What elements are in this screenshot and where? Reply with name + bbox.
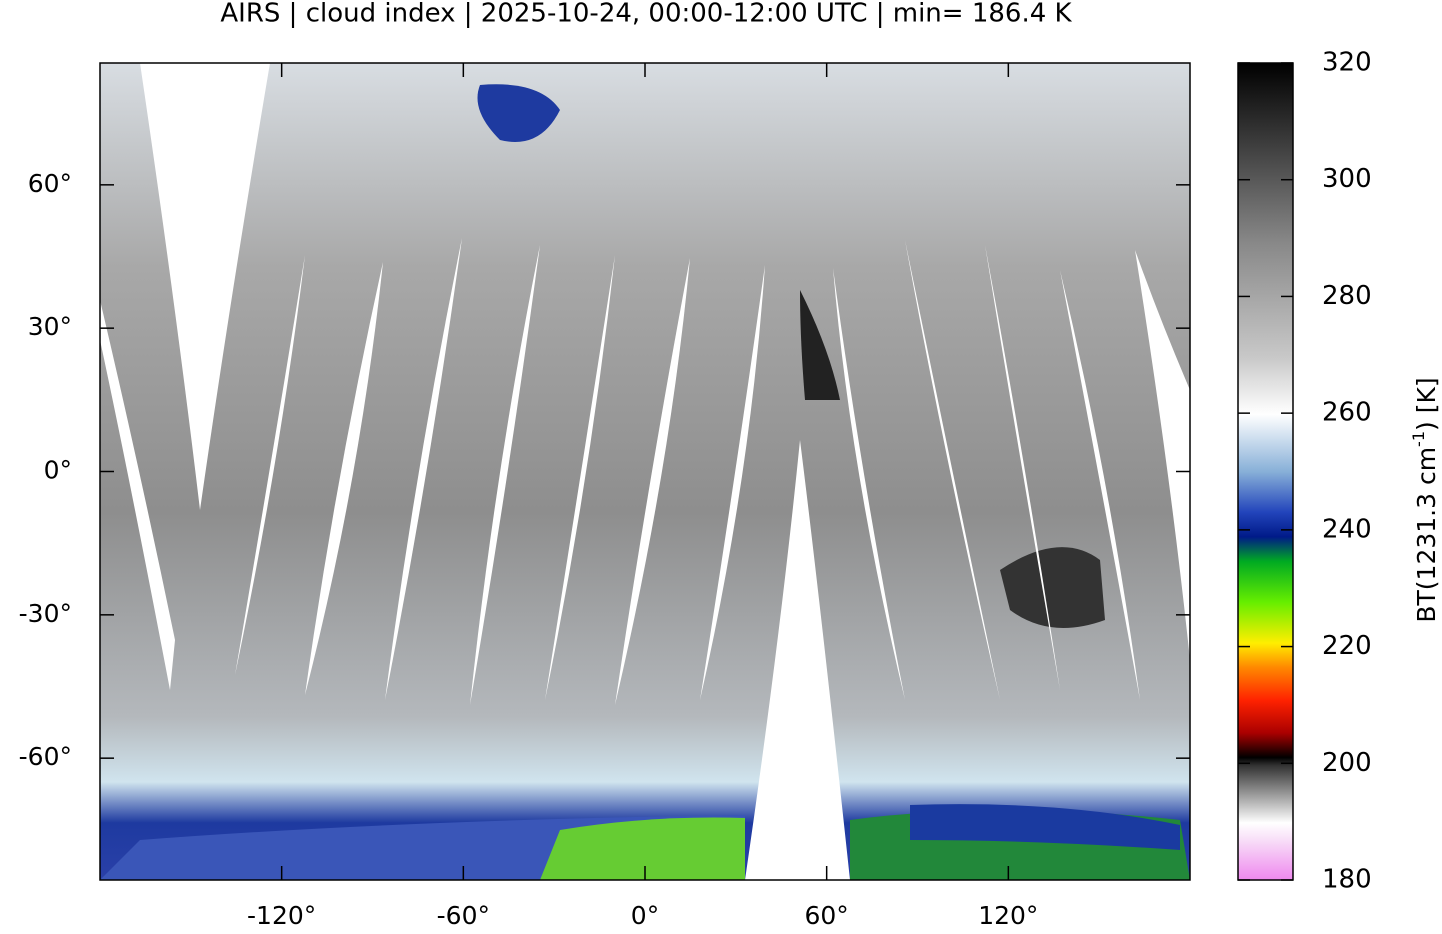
y-tick-label: 30° [28,312,72,341]
y-tick-label: -30° [19,599,72,628]
colorbar-label-sup: -1 [1409,431,1428,447]
colorbar-label-text: BT(1231.3 cm [1412,447,1441,623]
colorbar-tick-label: 200 [1322,748,1372,778]
colorbar-tick-label: 300 [1322,164,1372,194]
y-tick-label: 0° [44,456,72,485]
colorbar [1237,62,1294,881]
x-tick-label: -60° [437,901,490,930]
y-tick-label: 60° [28,169,72,198]
x-tick-label: 60° [805,901,849,930]
title: AIRS | cloud index | 2025-10-24, 00:00-1… [220,0,1072,29]
x-tick-label: -120° [247,901,316,930]
x-tick-label: 120° [978,901,1038,930]
map-image [100,63,1190,880]
x-tick-label: 0° [631,901,659,930]
colorbar-tick-label: 240 [1322,514,1372,544]
colorbar-tick-label: 220 [1322,631,1372,661]
colorbar-tick-label: 280 [1322,281,1372,311]
colorbar-tick-label: 320 [1322,48,1372,78]
colorbar-label: BT(1231.3 cm-1) [K] [1409,377,1442,622]
y-tick-label: -60° [19,742,72,771]
colorbar-tick-label: 260 [1322,398,1372,428]
colorbar-tick-label: 180 [1322,865,1372,895]
colorbar-label-end: ) [K] [1412,377,1441,431]
